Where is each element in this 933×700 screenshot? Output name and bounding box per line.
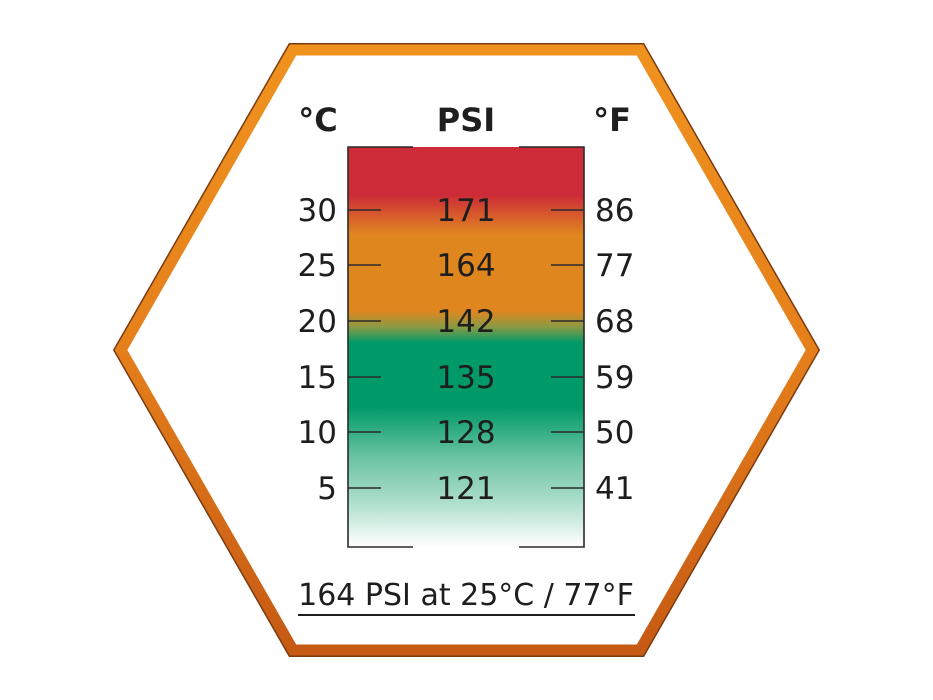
celsius-value: 25 <box>298 248 337 284</box>
header-fahrenheit: °F <box>593 101 631 139</box>
header-celsius: °C <box>298 101 337 139</box>
caption: 164 PSI at 25°C / 77°F <box>298 578 634 613</box>
celsius-value: 5 <box>317 471 337 507</box>
psi-value: 164 <box>436 248 495 284</box>
celsius-value: 30 <box>298 193 337 229</box>
psi-value: 142 <box>436 304 495 340</box>
header-psi: PSI <box>437 101 495 139</box>
psi-value: 171 <box>436 193 495 229</box>
psi-value: 128 <box>436 415 495 451</box>
fahrenheit-value: 86 <box>595 193 634 229</box>
fahrenheit-value: 68 <box>595 304 634 340</box>
fahrenheit-value: 50 <box>595 415 634 451</box>
psi-value: 135 <box>436 360 495 396</box>
fahrenheit-value: 77 <box>595 248 634 284</box>
psi-value: 121 <box>436 471 495 507</box>
gauge-outline <box>347 146 585 548</box>
fahrenheit-value: 59 <box>595 360 634 396</box>
celsius-value: 10 <box>298 415 337 451</box>
celsius-value: 20 <box>298 304 337 340</box>
celsius-value: 15 <box>298 360 337 396</box>
fahrenheit-value: 41 <box>595 471 634 507</box>
gauge-bar <box>348 147 584 547</box>
